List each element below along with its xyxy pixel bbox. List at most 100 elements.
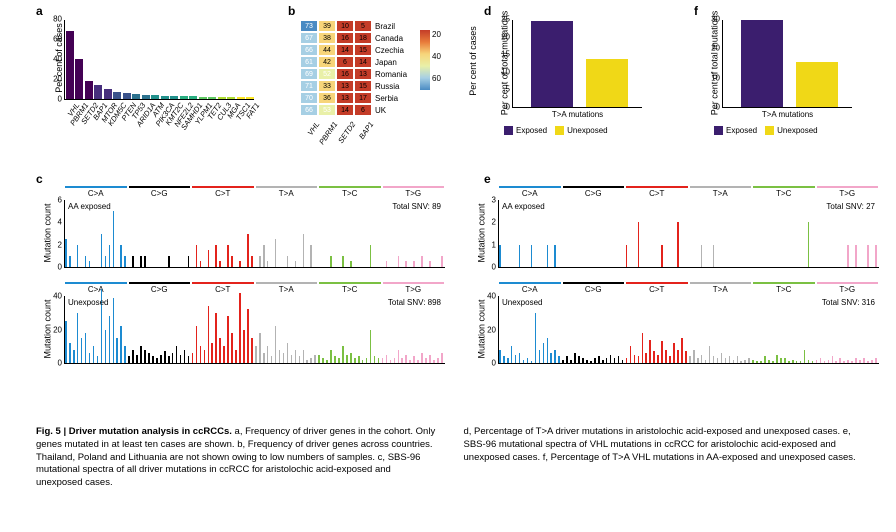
- sbs-bar: [124, 256, 126, 267]
- heatmap-cell: 6: [354, 104, 372, 116]
- sbs-bar: [681, 338, 683, 363]
- panel-b-colorbar: [420, 30, 430, 90]
- sbs-category-header: T>A: [256, 186, 318, 198]
- sbs-bar: [531, 361, 533, 363]
- panel-a-bar: [180, 96, 188, 99]
- sbs-bar: [275, 326, 277, 363]
- sbs-bar: [188, 256, 190, 267]
- sbs-bar: [398, 256, 400, 267]
- sbs-bar: [855, 358, 857, 363]
- sbs-bar: [578, 356, 580, 363]
- sbs-bar: [800, 361, 802, 363]
- sbs-bar: [413, 356, 415, 363]
- sbs-bar: [788, 361, 790, 363]
- sbs-bar: [227, 316, 229, 363]
- sbs-bar: [511, 346, 513, 363]
- sbs-bar: [673, 343, 675, 363]
- panel-d-legend: ExposedUnexposed: [504, 126, 608, 135]
- sbs-bar: [733, 360, 735, 363]
- sbs-bar: [132, 256, 134, 267]
- sbs-bar: [610, 355, 612, 363]
- sbs-bar: [120, 245, 122, 267]
- sbs-bar: [386, 261, 388, 267]
- sbs-bar: [211, 343, 213, 363]
- sbs-bar: [507, 358, 509, 363]
- sbs-bar: [251, 256, 253, 267]
- sbs-bar: [729, 356, 731, 363]
- sbs-category-header: T>C: [319, 282, 381, 294]
- heatmap-cell: 14: [336, 104, 354, 116]
- sbs-bar: [124, 346, 126, 363]
- sbs-bar: [594, 358, 596, 363]
- heatmap-cell: 38: [318, 32, 336, 44]
- sbs-bar: [215, 313, 217, 363]
- panel-a-bar: [199, 97, 207, 100]
- heatmap-cell: 15: [354, 80, 372, 92]
- sbs-bar: [239, 293, 241, 363]
- sbs-bar: [287, 343, 289, 363]
- sbs-bar: [295, 350, 297, 363]
- sbs-bar: [582, 358, 584, 363]
- sbs-bar: [441, 353, 443, 363]
- bar: [531, 21, 573, 107]
- sbs-bar: [554, 245, 556, 267]
- panel-a-bar: [189, 96, 197, 99]
- sbs-category-header: C>G: [563, 186, 625, 198]
- spectra-sub-label: AA exposed: [502, 202, 545, 211]
- sbs-bar: [796, 361, 798, 363]
- sbs-bar: [634, 355, 636, 363]
- sbs-bar: [358, 356, 360, 363]
- heatmap-cell: 42: [318, 56, 336, 68]
- sbs-bar: [808, 222, 810, 267]
- sbs-bar: [515, 355, 517, 363]
- sbs-bar: [547, 338, 549, 363]
- panel-f-ylabel: Per cent of total mutations: [709, 11, 719, 116]
- panel-e-sub2: C>AC>GC>TT>AT>CT>G02040UnexposedTotal SN…: [470, 282, 885, 374]
- sbs-bar: [737, 356, 739, 363]
- sbs-bar: [701, 355, 703, 363]
- sbs-category-header: C>G: [129, 186, 191, 198]
- sbs-bar: [219, 338, 221, 363]
- sbs-bar: [366, 358, 368, 363]
- sbs-bar: [558, 356, 560, 363]
- panel-d-chart: T>A mutations 0510152025: [512, 20, 642, 108]
- sbs-bar: [705, 360, 707, 363]
- heatmap-col-label: BAP1: [357, 120, 375, 141]
- sbs-bar: [148, 353, 150, 363]
- sbs-bar: [547, 245, 549, 267]
- sbs-bar: [425, 358, 427, 363]
- spectra-total-label: Total SNV: 89: [392, 202, 441, 211]
- sbs-bar: [657, 355, 659, 363]
- sbs-category-header: C>T: [192, 282, 254, 294]
- sbs-bar: [527, 358, 529, 363]
- heatmap-cell: 53: [318, 104, 336, 116]
- panel-d-ylabel: Per cent of total mutations: [499, 11, 509, 116]
- sbs-bar: [772, 361, 774, 363]
- sbs-bar: [760, 361, 762, 363]
- panel-a-bar: [237, 97, 245, 99]
- sbs-bar: [251, 338, 253, 363]
- sbs-bar: [669, 356, 671, 363]
- sbs-bar: [871, 360, 873, 363]
- sbs-category-header: T>C: [753, 282, 815, 294]
- sbs-bar: [390, 360, 392, 363]
- sbs-bar: [421, 256, 423, 267]
- sbs-category-header: C>A: [499, 282, 561, 294]
- sbs-bar: [77, 245, 79, 267]
- sbs-bar: [756, 361, 758, 363]
- panel-label-c: c: [36, 172, 43, 186]
- sbs-bar: [614, 358, 616, 363]
- sbs-bar: [661, 341, 663, 363]
- sbs-bar: [326, 360, 328, 363]
- sbs-bar: [116, 338, 118, 363]
- sbs-bar: [239, 261, 241, 267]
- sbs-bar: [863, 358, 865, 363]
- panel-f-legend: ExposedUnexposed: [714, 126, 818, 135]
- sbs-bar: [566, 356, 568, 363]
- sbs-bar: [535, 313, 537, 363]
- sbs-bar: [685, 351, 687, 363]
- panel-f-chart: T>A mutations 0102030: [722, 20, 852, 108]
- sbs-bar: [665, 350, 667, 363]
- caption-left: Fig. 5 | Driver mutation analysis in ccR…: [36, 426, 439, 490]
- sbs-bar: [638, 356, 640, 363]
